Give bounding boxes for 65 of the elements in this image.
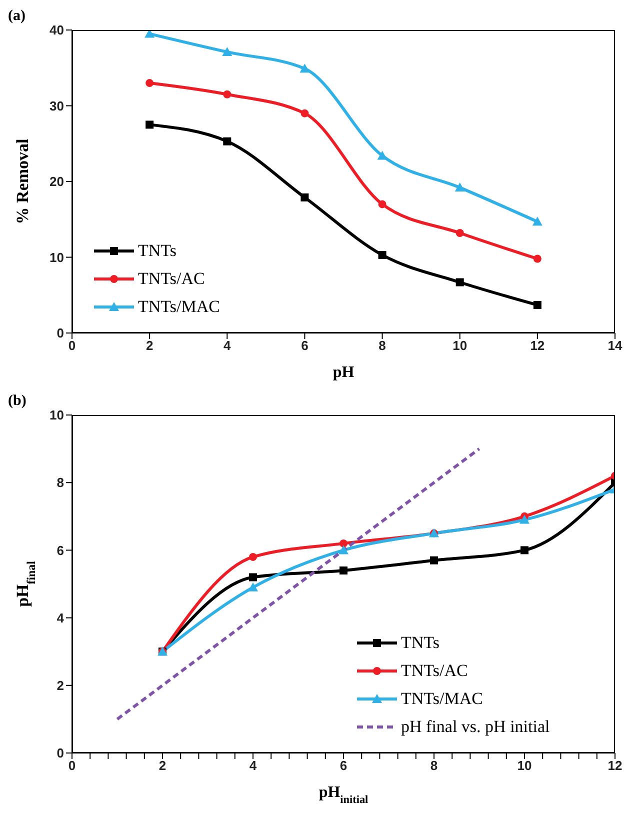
x-tick-label: 6	[301, 338, 308, 354]
y-tick-label: 30	[50, 98, 64, 114]
point	[377, 150, 388, 160]
x-tick-label: 10	[517, 758, 532, 774]
point	[340, 539, 348, 548]
point	[146, 120, 154, 129]
legend-label: TNTs	[401, 633, 440, 653]
y-tick-label: 10	[50, 408, 64, 423]
y-tick-label: 8	[56, 475, 64, 490]
point	[300, 64, 310, 73]
legend-label: TNTs/AC	[401, 661, 468, 681]
point	[533, 300, 542, 309]
legend-label: pH final vs. pH initial	[401, 717, 550, 737]
chart-title: (a)	[8, 8, 26, 25]
y-tick-label: 10	[50, 250, 64, 265]
point	[338, 545, 348, 554]
x-tick-label: 4	[249, 758, 258, 774]
x-tick-label: 2	[146, 338, 154, 354]
point	[456, 278, 464, 286]
legend-label: TNTs/AC	[138, 269, 205, 289]
chart-title: (b)	[8, 393, 26, 410]
y-tick-label: 6	[56, 542, 64, 558]
x-tick-label: 0	[68, 758, 76, 774]
y-tick-label: 0	[56, 746, 64, 761]
point	[454, 182, 465, 192]
x-axis-title: pH$_{initial}$	[318, 784, 368, 806]
x-tick-label: 12	[530, 338, 545, 354]
point	[533, 254, 542, 263]
point	[378, 250, 386, 259]
x-tick-label: 14	[608, 338, 623, 354]
point	[223, 90, 232, 98]
point	[520, 514, 530, 524]
point	[300, 109, 309, 118]
point	[456, 229, 464, 238]
legend-label: TNTs	[138, 241, 176, 261]
y-tick-label: 4	[56, 610, 65, 626]
point	[144, 30, 155, 38]
x-tick-label: 10	[452, 338, 468, 354]
point	[248, 582, 258, 592]
x-tick-label: 2	[158, 758, 166, 774]
legend-label: TNTs/MAC	[138, 297, 220, 317]
point	[532, 216, 542, 226]
point	[222, 46, 232, 56]
point	[249, 573, 257, 582]
x-axis-title: pH	[332, 364, 355, 381]
y-tick-label: 2	[56, 678, 64, 694]
point	[520, 546, 528, 554]
y-tick-label: 40	[50, 22, 64, 38]
legend-label: TNTs/MAC	[401, 689, 483, 709]
x-tick-label: 8	[430, 758, 438, 774]
point	[249, 552, 257, 561]
point	[146, 79, 154, 88]
y-tick-label: 20	[50, 174, 64, 190]
point	[340, 566, 348, 574]
y-tick-label: 0	[56, 326, 64, 341]
point	[378, 200, 386, 208]
x-tick-label: 8	[378, 338, 386, 354]
x-tick-label: 12	[608, 758, 622, 774]
x-tick-label: 6	[340, 758, 348, 774]
point	[430, 556, 438, 564]
x-tick-label: 0	[68, 338, 76, 354]
point	[223, 137, 232, 146]
x-tick-label: 4	[224, 338, 232, 354]
y-axis-title: % Removal	[13, 138, 32, 224]
point	[300, 193, 309, 202]
